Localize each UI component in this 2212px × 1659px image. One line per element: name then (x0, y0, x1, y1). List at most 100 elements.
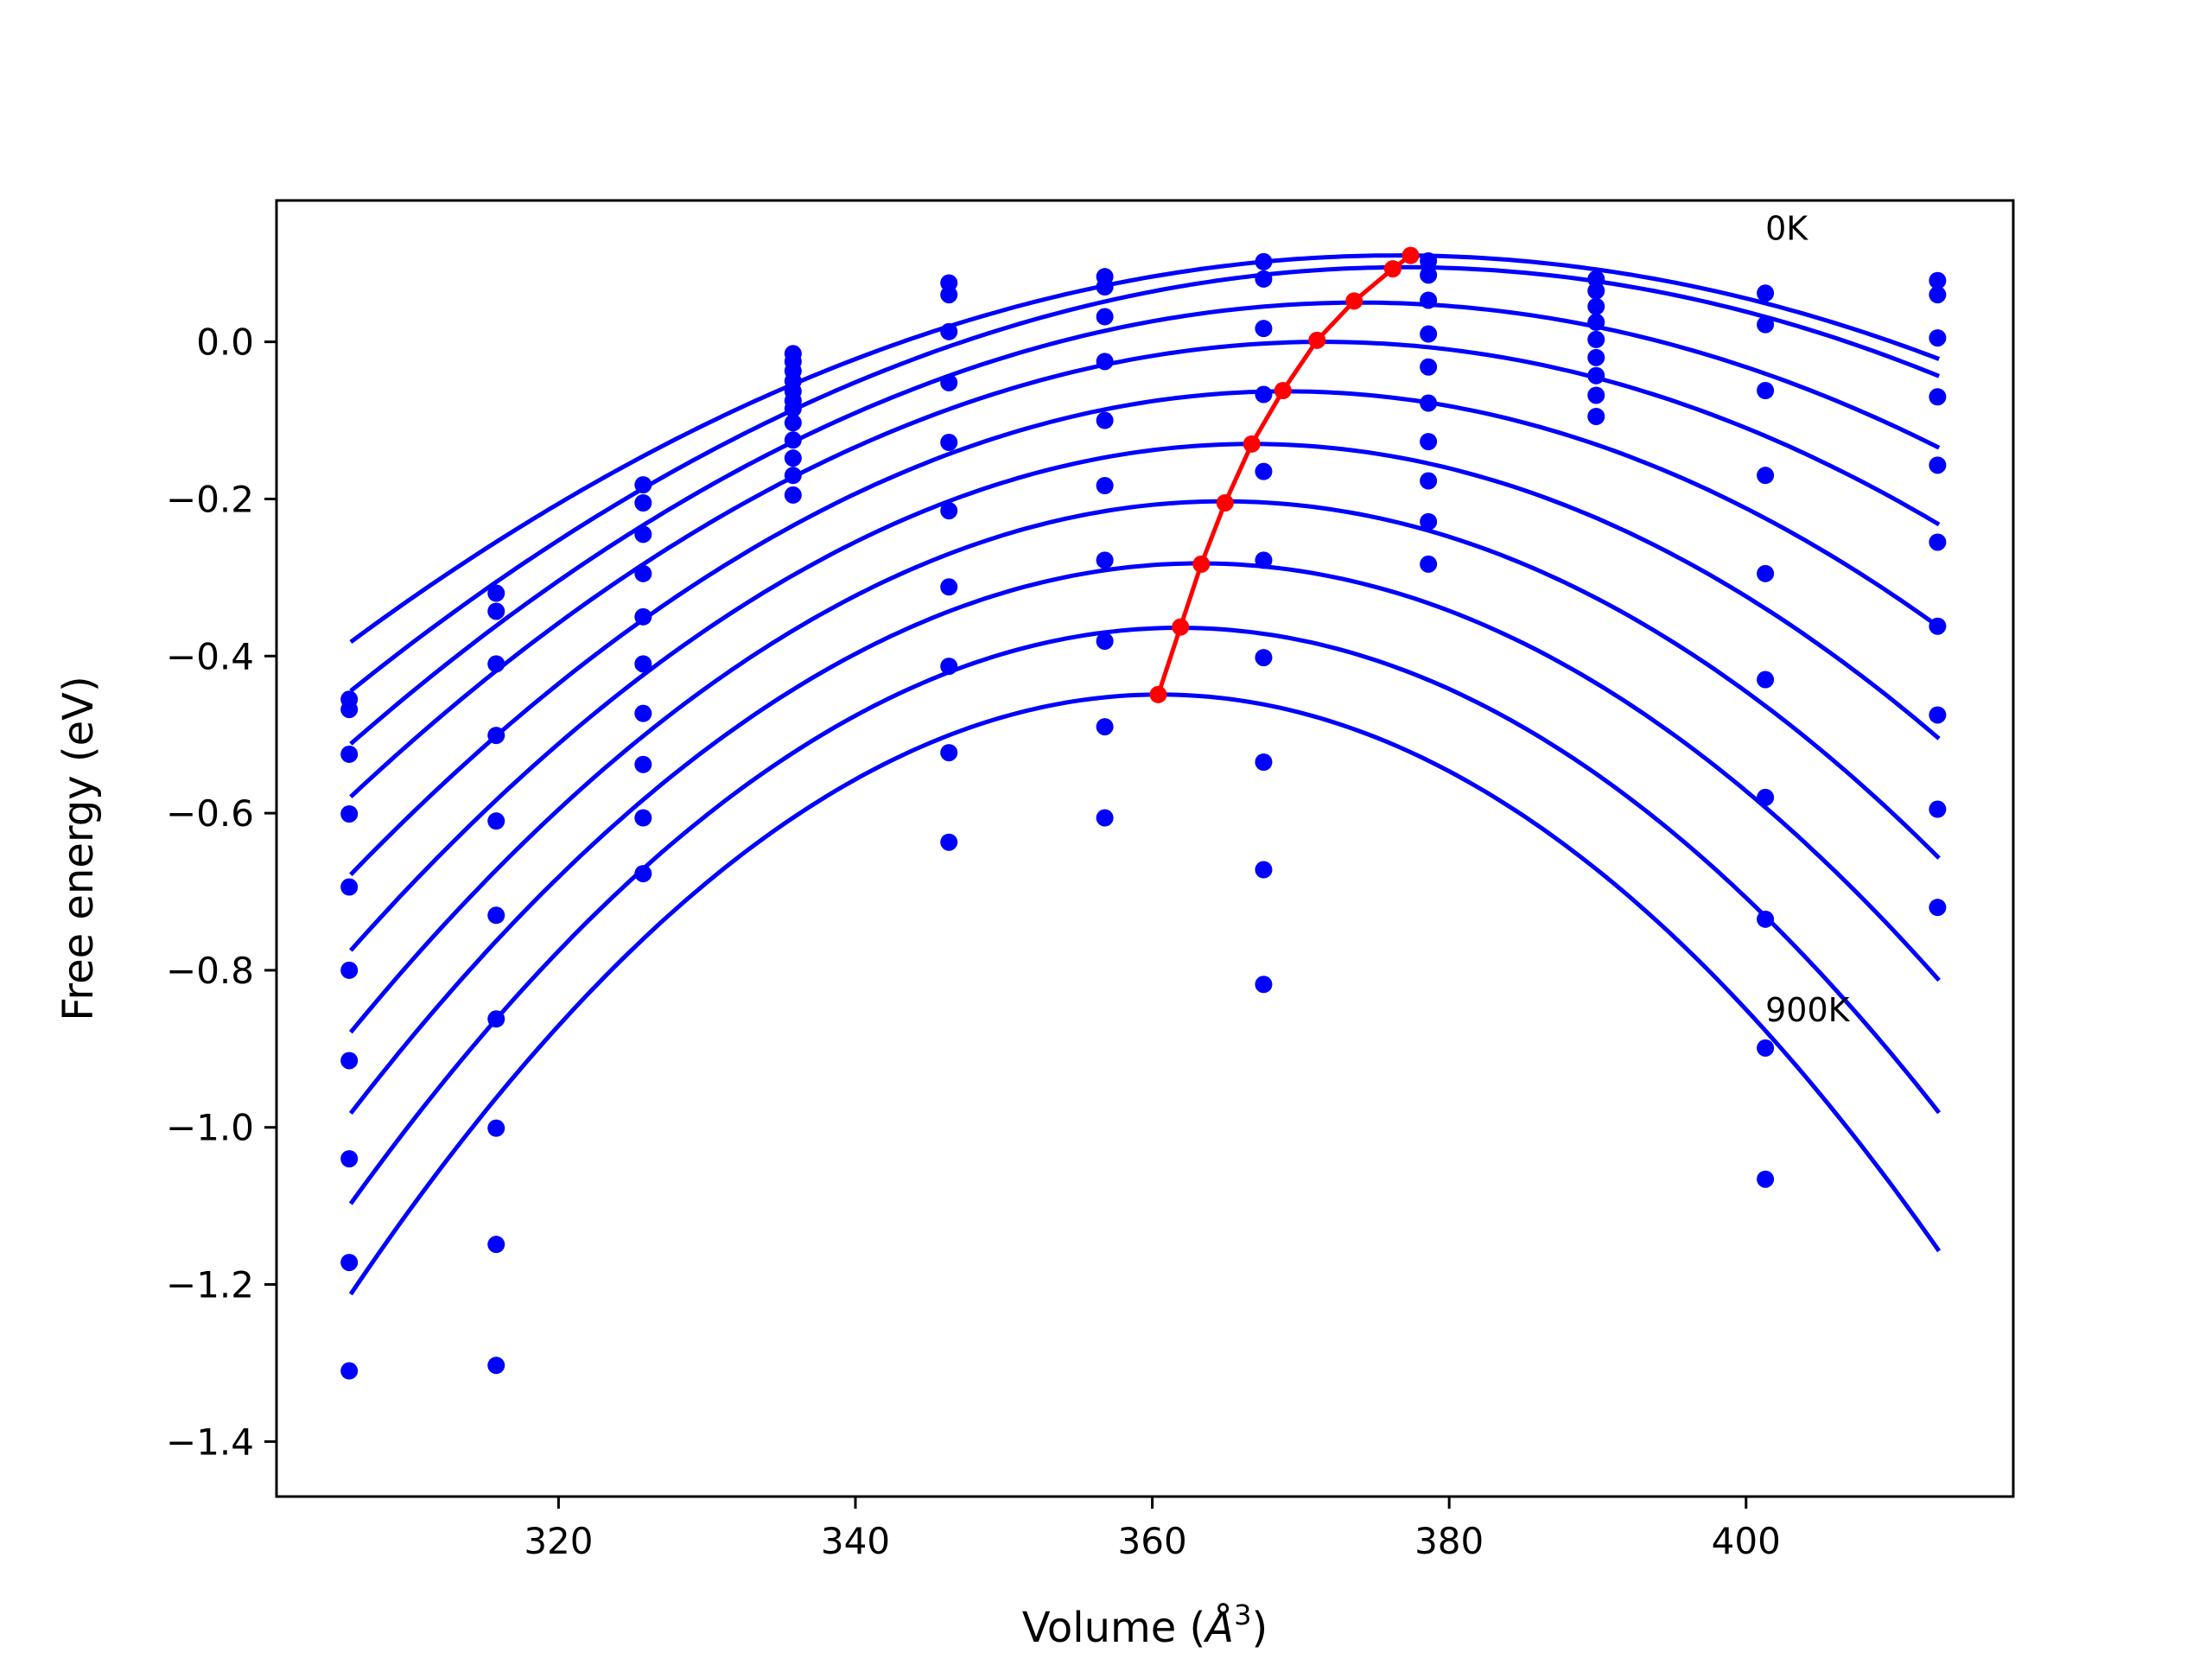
data-point (940, 578, 958, 596)
data-point (1096, 551, 1114, 569)
data-point (634, 704, 652, 722)
data-point (1757, 910, 1775, 928)
data-point (940, 502, 958, 520)
data-point (487, 812, 505, 830)
temperature-annotation: 900K (1765, 991, 1851, 1029)
data-point (1757, 1170, 1775, 1188)
data-point (340, 745, 359, 763)
data-point (1255, 270, 1273, 288)
data-point (1929, 899, 1947, 917)
data-point (1929, 456, 1947, 474)
y-tick-label: −0.8 (166, 950, 254, 992)
y-tick-label: −1.4 (166, 1421, 254, 1463)
data-points (340, 252, 1947, 1380)
data-point (940, 322, 958, 340)
data-point (1929, 388, 1947, 406)
data-point (340, 961, 359, 979)
x-tick-label: 320 (524, 1520, 593, 1562)
fit-curve-line (348, 561, 1941, 1116)
data-point (634, 494, 652, 512)
data-point (1757, 315, 1775, 334)
fit-curve-line (349, 442, 1941, 952)
data-point (1587, 330, 1605, 348)
data-point (1255, 385, 1273, 404)
data-point (634, 755, 652, 773)
x-tick-label: 380 (1414, 1520, 1484, 1562)
annotations: 0K 900K (1765, 209, 1851, 1029)
minimum-point (1402, 246, 1420, 264)
data-point (1757, 788, 1775, 806)
data-point (487, 1010, 505, 1028)
fit-curve-line (349, 300, 1941, 746)
data-point (1096, 632, 1114, 650)
data-point (1587, 408, 1605, 425)
data-point (940, 286, 958, 304)
temperature-annotation: 0K (1765, 209, 1808, 247)
fit-curves (348, 253, 1942, 1296)
data-point (1757, 382, 1775, 399)
data-point (487, 584, 505, 602)
data-point (340, 1052, 359, 1070)
fit-curve-line (348, 626, 1942, 1205)
data-point (1587, 386, 1605, 404)
data-point (1420, 252, 1438, 270)
data-point (1255, 753, 1273, 771)
data-point (784, 486, 802, 504)
data-point (1255, 649, 1273, 667)
data-point (1757, 284, 1775, 302)
data-point (1420, 358, 1438, 376)
data-point (1255, 252, 1273, 270)
data-point (1255, 320, 1273, 338)
minimum-point (1192, 555, 1211, 573)
data-point (784, 467, 802, 485)
minimum-point (1216, 494, 1234, 512)
data-point (1757, 564, 1775, 582)
data-point (784, 449, 802, 467)
minimum-point (1383, 260, 1402, 278)
data-point (340, 701, 359, 719)
y-tick-label: −1.0 (166, 1107, 254, 1149)
data-point (487, 602, 505, 620)
data-point (1929, 533, 1947, 551)
x-tick-label: 340 (821, 1520, 890, 1562)
fit-curve-line (349, 264, 1941, 693)
minimum-point (1308, 331, 1326, 349)
x-axis-ticks: 320 340 360 380 400 (524, 1497, 1781, 1562)
y-tick-label: −1.2 (166, 1264, 254, 1306)
data-point (1587, 366, 1605, 385)
data-point (1929, 706, 1947, 724)
data-point (487, 1357, 505, 1375)
data-point (487, 655, 505, 673)
data-point (1420, 325, 1438, 343)
data-point (784, 414, 802, 432)
data-point (634, 564, 652, 582)
fit-curve-line (348, 499, 1941, 1034)
data-point (1757, 1039, 1775, 1057)
data-point (634, 655, 652, 673)
minimum-line (1156, 253, 1413, 696)
data-point (1929, 329, 1947, 347)
minimum-point (1243, 435, 1261, 453)
data-point (1420, 472, 1438, 490)
fit-curve-line (349, 253, 1940, 645)
y-tick-label: 0.0 (196, 321, 254, 364)
data-point (487, 1119, 505, 1137)
data-point (1096, 278, 1114, 296)
minimum-point (1172, 618, 1190, 636)
data-point (940, 373, 958, 391)
data-point (1757, 467, 1775, 485)
y-tick-label: −0.2 (166, 478, 254, 520)
data-point (940, 833, 958, 851)
data-point (340, 878, 359, 896)
data-point (487, 906, 505, 925)
data-point (1420, 266, 1438, 284)
data-point (1096, 353, 1114, 371)
data-point (1255, 462, 1273, 480)
data-point (487, 1236, 505, 1254)
data-point (634, 607, 652, 626)
data-point (1929, 617, 1947, 635)
data-point (1096, 477, 1114, 494)
data-point (1420, 291, 1438, 309)
data-point (1255, 551, 1273, 569)
